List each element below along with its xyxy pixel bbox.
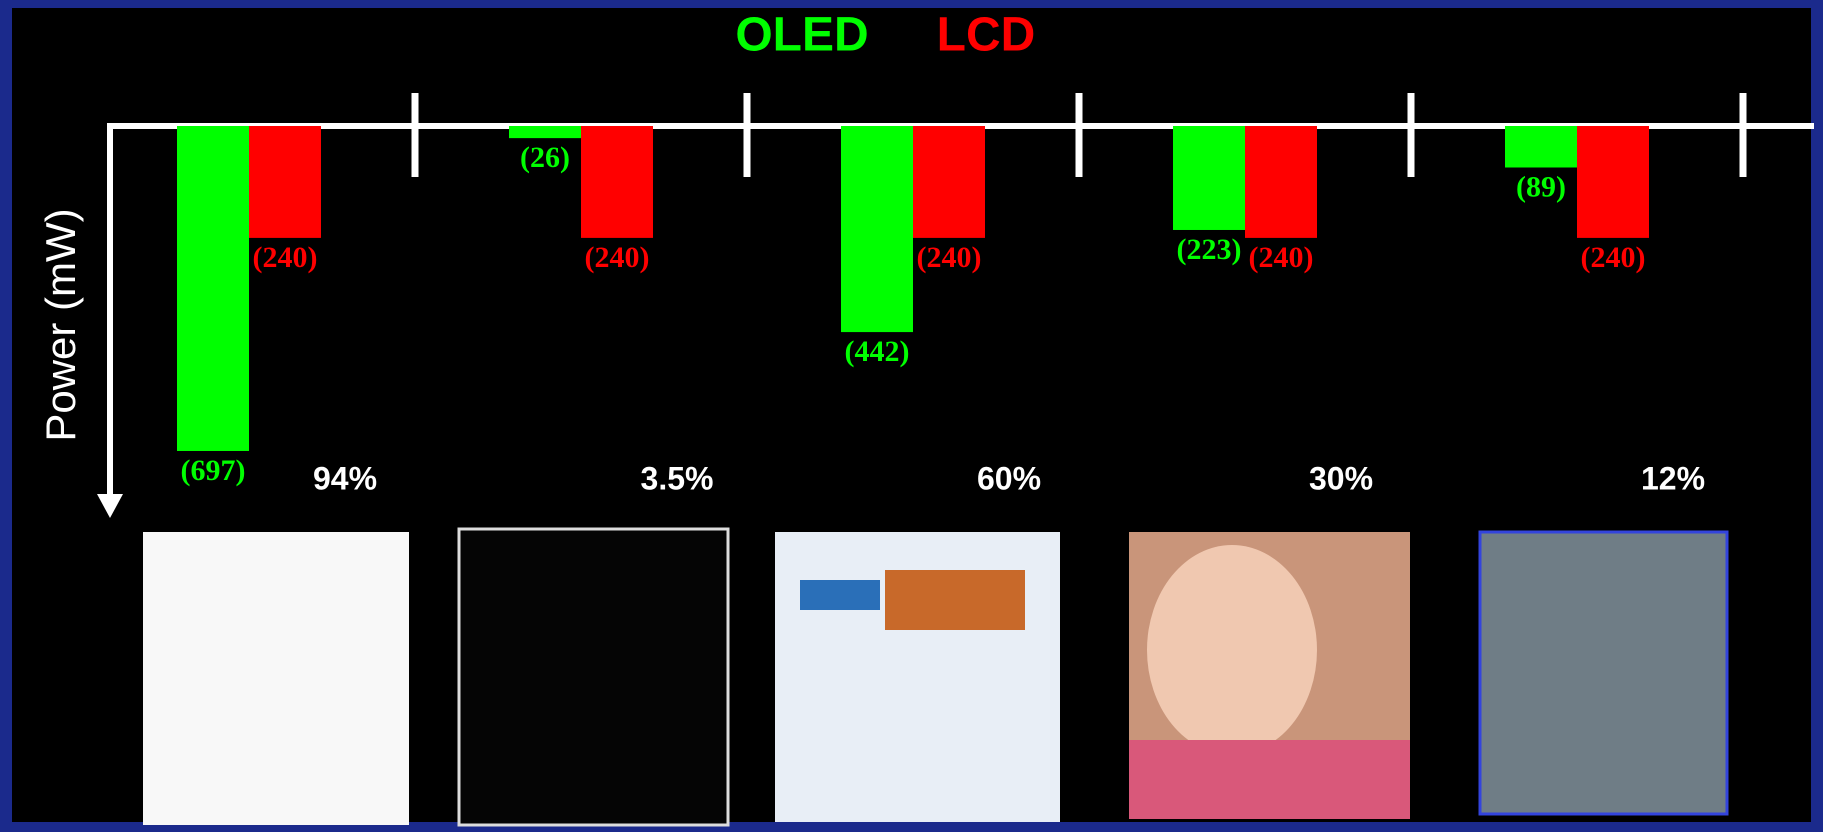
value-label: (89) xyxy=(1516,170,1566,203)
legend-entry: OLED xyxy=(735,9,868,62)
value-label: (26) xyxy=(520,141,570,174)
thumbnail-detail xyxy=(885,570,1025,630)
bar xyxy=(1245,126,1317,238)
value-label: (240) xyxy=(253,241,318,274)
category-label: 3.5% xyxy=(641,460,714,496)
bar xyxy=(177,126,249,451)
value-label: (697) xyxy=(181,454,246,487)
value-label: (240) xyxy=(917,241,982,274)
value-label: (223) xyxy=(1177,233,1242,266)
value-label: (240) xyxy=(1581,241,1646,274)
value-label: (240) xyxy=(585,241,650,274)
value-label: (240) xyxy=(1249,241,1314,274)
thumbnails xyxy=(143,527,1729,827)
y-axis-arrow xyxy=(97,494,123,518)
thumbnail-detail xyxy=(800,580,880,610)
thumbnail-detail xyxy=(1129,740,1410,819)
thumbnail-desktop-black xyxy=(457,527,730,827)
legend-entry: LCD xyxy=(937,9,1036,62)
y-axis-title: Power (mW) xyxy=(37,208,84,441)
category-label: 30% xyxy=(1309,460,1373,496)
value-label: (442) xyxy=(845,335,910,368)
thumbnail-detail xyxy=(1147,545,1317,755)
category-label: 60% xyxy=(977,460,1041,496)
bar xyxy=(581,126,653,238)
bar xyxy=(249,126,321,238)
bar xyxy=(1577,126,1649,238)
category-label: 12% xyxy=(1641,460,1705,496)
bar xyxy=(1173,126,1245,230)
category-label: 94% xyxy=(313,460,377,496)
thumbnail-desktop-white xyxy=(143,532,409,825)
bar xyxy=(913,126,985,238)
thumbnail-poster xyxy=(1478,530,1729,816)
bar xyxy=(841,126,913,333)
bar xyxy=(1505,126,1577,168)
bar xyxy=(509,126,581,139)
